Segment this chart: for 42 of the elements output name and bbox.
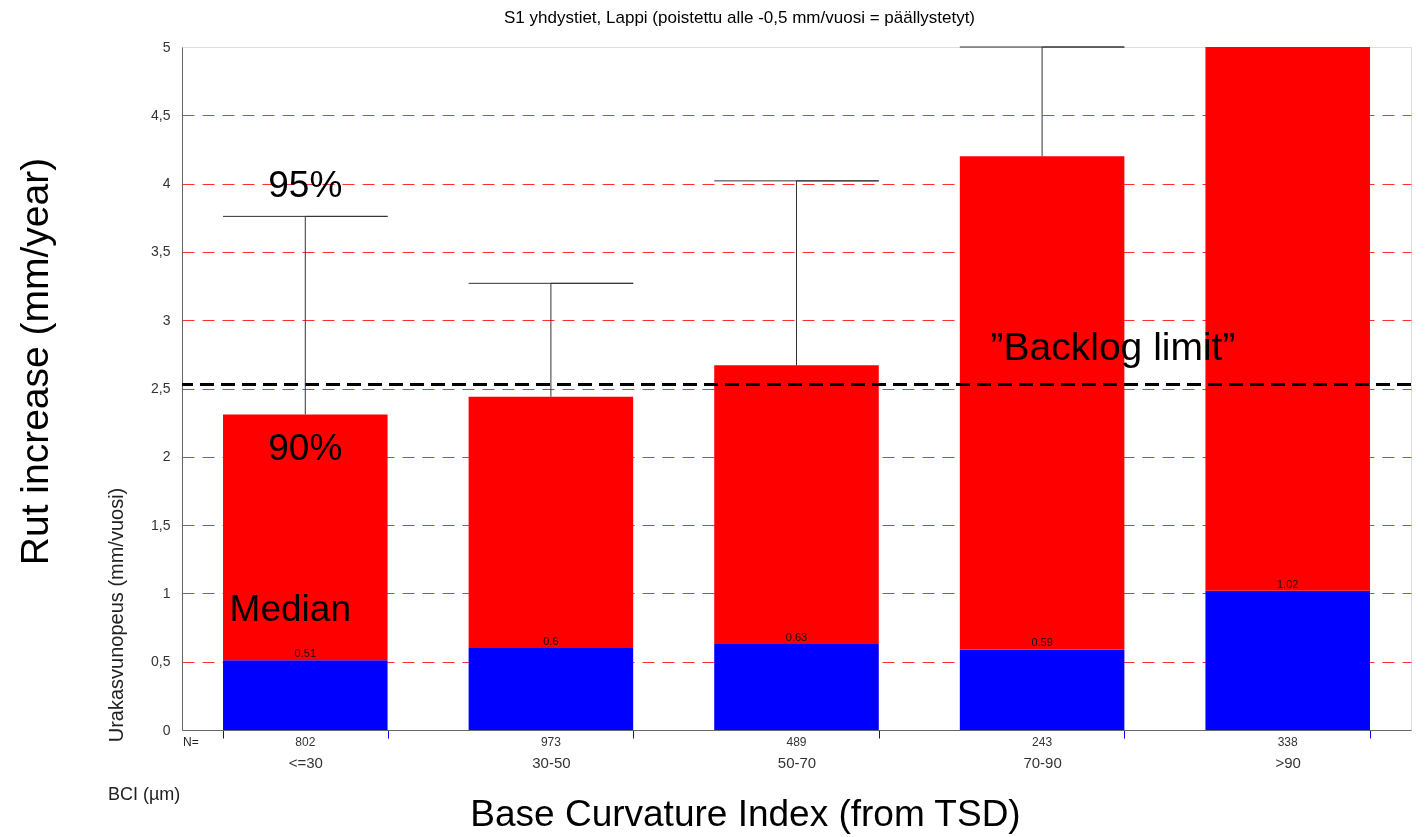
bar [714,643,879,730]
text: 973 [540,735,562,749]
bar [468,396,634,649]
y-tick-label: 5 [162,38,171,55]
text: Urakasvunopeus (mm/vuosi) [105,487,127,743]
y-tick-label: 4,5 [151,106,171,123]
data-label: 1.02 [1277,577,1299,590]
data-label: 0.51 [294,647,316,660]
y-tick-label: 2,5 [151,380,171,396]
x-tick-label: 50-70 [777,753,817,771]
y-tick-label: 3,5 [151,243,171,260]
text: N= [183,735,199,749]
chart-title: S1 yhdystiet, Lappi (poistettu alle -0,5 mm/vuosi = päällystetyt) [503,8,976,27]
x-axis-title: Base Curvature Index (from TSD) [470,792,1021,834]
y-tick-label: 3 [162,311,171,328]
annotation: Median [229,588,351,630]
y-tick-label: 0,5 [151,653,171,670]
text: BCI (µm) [108,784,181,804]
annotation: 90% [268,427,343,469]
x-tick-label: 30-50 [532,753,571,771]
data-label: 0.59 [1031,636,1053,649]
y-tick-label: 2 [162,448,171,465]
annotation: 95% [268,164,343,206]
y-tick-label: 1 [162,584,171,601]
bar [1205,590,1370,730]
y-axis-title: Rut increase (mm/year) [12,157,56,566]
bar [714,365,879,644]
bar [223,414,388,661]
data-label: 0.6 [543,635,559,648]
y-tick-label: 4 [162,175,171,192]
y-tick-label: 1,5 [151,516,171,533]
y-tick-label: 0 [162,721,171,738]
bar [468,648,634,730]
x-tick-label: >90 [1275,753,1301,771]
x-tick-label: 70-90 [1023,753,1062,771]
text: 489 [786,735,807,749]
data-label: 0.63 [785,630,808,643]
text: 802 [295,735,316,749]
x-tick-label: <=30 [288,753,323,771]
bar [959,649,1125,730]
text: 243 [1032,735,1053,749]
text: 338 [1277,735,1299,749]
